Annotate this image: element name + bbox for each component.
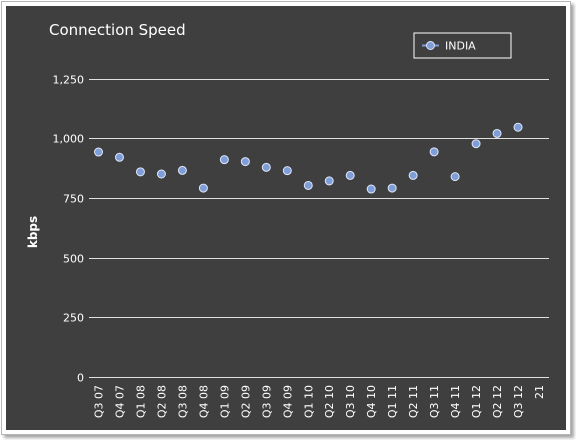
- y-tick-label: 500: [63, 253, 84, 266]
- x-tick-label: Q1 10: [302, 385, 315, 418]
- data-point: [324, 176, 334, 186]
- x-tick-label: Q4 08: [197, 385, 210, 418]
- chart-area: Connection Speed kbps INDIA 0 250 500 750 1,…: [6, 6, 566, 430]
- data-point: [303, 180, 313, 190]
- data-point: [219, 155, 229, 165]
- data-point: [429, 147, 439, 157]
- x-tick-label: Q3 11: [428, 385, 441, 418]
- chart-svg: Connection Speed kbps INDIA 0 250 500 750 1,…: [26, 21, 549, 418]
- x-axis-ticks: Q3 07 Q4 07 Q1 08 Q2 08 Q3 08 Q4 08 Q1 09 Q2 09…: [93, 385, 547, 418]
- y-tick-label: 1,000: [53, 133, 85, 146]
- y-tick-label: 750: [63, 193, 84, 206]
- data-point: [345, 170, 355, 180]
- y-tick-label: 0: [77, 372, 84, 385]
- x-tick-label: Q1 08: [134, 385, 147, 418]
- x-tick-label: Q2 09: [239, 385, 252, 418]
- data-point: [387, 183, 397, 193]
- legend-marker: [426, 41, 435, 50]
- chart-title: Connection Speed: [49, 21, 186, 39]
- data-point: [240, 157, 250, 167]
- data-point: [282, 166, 292, 176]
- data-point: [198, 183, 208, 193]
- data-point: [492, 128, 502, 138]
- data-point: [408, 170, 418, 180]
- x-tick-label: Q2 11: [407, 385, 420, 418]
- x-tick-label: Q2 10: [323, 385, 336, 418]
- y-tick-label: 1,250: [53, 74, 85, 87]
- x-tick-label: Q4 10: [365, 385, 378, 418]
- x-tick-label: Q3 12: [512, 385, 525, 418]
- legend-label: INDIA: [445, 40, 476, 53]
- data-point: [513, 122, 523, 132]
- data-point: [450, 172, 460, 182]
- y-axis-ticks: 0 250 500 750 1,000 1,250: [53, 74, 85, 385]
- data-point: [366, 184, 376, 194]
- x-tick-label: Q3 10: [344, 385, 357, 418]
- x-tick-label: Q1 11: [386, 385, 399, 418]
- data-point: [114, 152, 124, 162]
- x-tick-label: Q4 07: [113, 385, 126, 418]
- legend-box: [413, 32, 512, 59]
- x-tick-label: Q2 08: [155, 385, 168, 418]
- x-tick-label: Q2 12: [491, 385, 504, 418]
- x-tick-label: 21: [533, 385, 546, 399]
- data-point: [135, 167, 145, 177]
- x-tick-label: Q1 12: [470, 385, 483, 418]
- x-tick-label: Q4 11: [449, 385, 462, 418]
- legend[interactable]: INDIA: [413, 32, 512, 59]
- y-tick-label: 250: [63, 312, 84, 325]
- x-tick-label: Q3 08: [176, 385, 189, 418]
- data-point: [156, 169, 166, 179]
- data-point: [94, 147, 103, 157]
- x-tick-label: Q4 09: [281, 385, 294, 418]
- x-tick-label: Q3 07: [93, 385, 106, 418]
- chart-frame: Connection Speed kbps INDIA 0 250 500 750 1,…: [1, 1, 571, 435]
- data-point: [261, 162, 271, 172]
- x-tick-label: Q3 09: [260, 385, 273, 418]
- grid-lines: [89, 79, 549, 378]
- data-points: [94, 122, 523, 194]
- data-point: [471, 139, 481, 149]
- data-point: [177, 165, 187, 175]
- y-axis-label: kbps: [26, 216, 40, 248]
- x-tick-label: Q1 09: [218, 385, 231, 418]
